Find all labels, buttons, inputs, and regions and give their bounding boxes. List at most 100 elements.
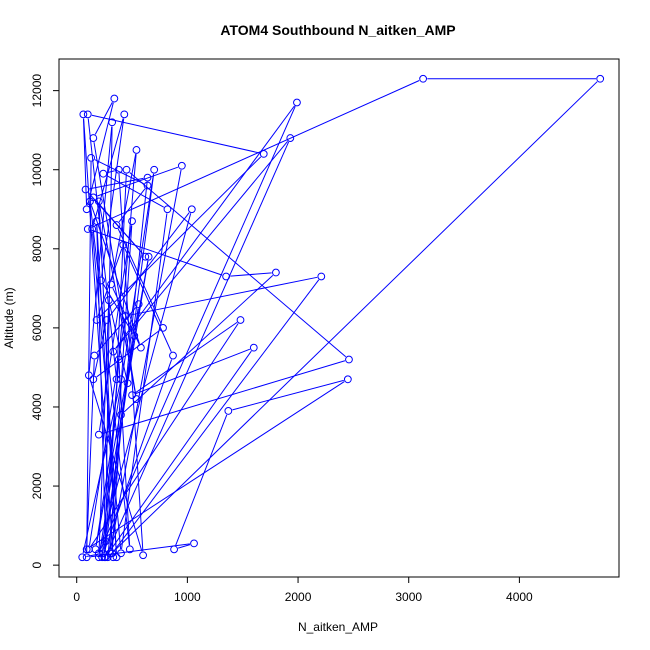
data-point (94, 549, 103, 558)
chart-title: ATOM4 Southbound N_aitken_AMP (220, 22, 455, 38)
data-point (293, 98, 301, 107)
series-line-segment (89, 177, 144, 190)
series-line-segment (115, 105, 295, 349)
series-line-segment (97, 248, 123, 317)
series-line-segment (103, 308, 139, 550)
series-line-segment (129, 172, 347, 358)
series-line-segment (88, 126, 113, 372)
data-point (143, 173, 152, 182)
series-line-segment (101, 118, 125, 277)
y-tick-label: 12000 (30, 74, 44, 108)
series-line-segment (91, 229, 223, 276)
x-axis: 0 1000 2000 3000 4000 (73, 576, 533, 604)
data-point (121, 312, 130, 320)
data-point (90, 351, 99, 360)
series-line-segment (82, 383, 121, 554)
series-line-segment (107, 350, 252, 555)
series-line-segment (108, 212, 190, 317)
data-point (99, 169, 108, 178)
data-point (343, 375, 352, 384)
data-point (132, 395, 141, 403)
data-point (102, 316, 111, 324)
series-line-segment (102, 360, 346, 434)
data-point (163, 205, 172, 214)
data-point (139, 551, 148, 560)
data-point (159, 323, 167, 332)
y-tick-label: 8000 (30, 235, 44, 262)
data-point (81, 185, 90, 194)
data-point (78, 553, 87, 562)
series-line-segment (135, 348, 251, 395)
series-line-segment (100, 106, 296, 550)
series-line-segment (118, 188, 146, 223)
y-axis-label: Altitude (m) (2, 287, 16, 348)
series-line-segment (91, 114, 260, 154)
series-line-segment (99, 156, 262, 318)
series-line-segment (89, 381, 345, 548)
data-point (89, 134, 98, 142)
data-point (108, 118, 117, 127)
data-point (117, 410, 125, 419)
data-point (136, 343, 145, 352)
series-line-segment (82, 118, 88, 206)
data-point (286, 134, 295, 142)
data-point (169, 351, 177, 360)
series-line-segment (86, 359, 95, 546)
data-point (83, 225, 92, 233)
series-line-segment (115, 140, 289, 349)
data-point (134, 300, 143, 309)
data-point (122, 165, 131, 174)
data-point (103, 553, 112, 562)
data-point (112, 553, 121, 562)
series-line-segment (230, 272, 272, 277)
x-tick-label: 3000 (395, 590, 422, 604)
x-tick-label: 2000 (285, 590, 312, 604)
series-line-segment (123, 275, 274, 413)
data-point (132, 146, 141, 154)
series-line-segment (129, 276, 318, 316)
data-point (119, 240, 128, 249)
data-point (141, 252, 150, 261)
data-point (79, 110, 88, 119)
data-point (170, 545, 178, 554)
plot-frame (58, 58, 620, 578)
series-line-segment (117, 228, 162, 325)
series-line-segment (110, 81, 598, 555)
data-point (128, 391, 136, 400)
y-tick-label: 0 (30, 561, 44, 568)
data-point (89, 375, 98, 384)
series-line-segment (232, 379, 344, 411)
series-line-segment (99, 213, 192, 550)
data-point (97, 276, 105, 285)
series-line-segment (116, 173, 127, 376)
series-line-segment (107, 181, 148, 554)
data-point (108, 549, 117, 558)
data-point (112, 375, 121, 384)
series-line-segment (177, 544, 191, 549)
data-point (104, 296, 113, 305)
data-point (419, 74, 428, 83)
x-tick-label: 0 (73, 590, 80, 604)
series-line-segment (96, 307, 137, 353)
data-point (92, 316, 101, 324)
data-point (84, 371, 93, 380)
series-line-segment (110, 169, 182, 550)
data-point (150, 165, 159, 174)
data-point (596, 74, 605, 83)
data-point (143, 181, 152, 190)
series-line-segment (89, 320, 126, 546)
series-line-segment (114, 279, 320, 551)
data-point (94, 430, 103, 439)
series-line-segment (89, 205, 130, 546)
data-point (89, 193, 98, 202)
data-point (88, 225, 97, 233)
series-line-segment (121, 213, 168, 550)
data-point (110, 94, 119, 103)
data-point (177, 161, 186, 170)
data-point (84, 545, 93, 554)
series-line-segment (94, 159, 144, 185)
data-point (236, 316, 245, 324)
y-tick-label: 6000 (30, 314, 44, 341)
data-point (117, 549, 125, 558)
